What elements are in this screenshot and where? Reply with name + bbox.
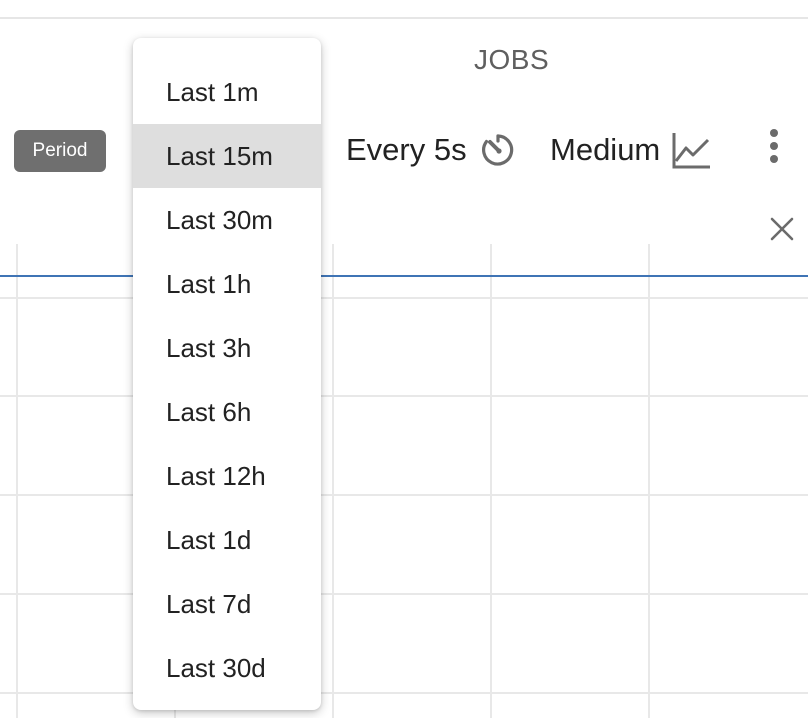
metric-label: Medium [550, 132, 661, 167]
chart-area [0, 244, 808, 718]
timer-icon [477, 129, 519, 171]
close-button[interactable] [764, 211, 800, 247]
menu-item-last-7d[interactable]: Last 7d [166, 588, 252, 619]
chart-grid [0, 244, 808, 718]
menu-item-last-1h[interactable]: Last 1h [166, 268, 252, 299]
menu-item-last-3h[interactable]: Last 3h [166, 332, 252, 363]
period-dropdown-menu: Last 1m Last 15m Last 30m Last 1h Last 3… [133, 38, 321, 710]
more-vert-icon [768, 128, 780, 164]
menu-item-last-6h[interactable]: Last 6h [166, 396, 252, 427]
more-options-button[interactable] [756, 122, 792, 170]
line-chart-icon [670, 129, 712, 171]
panel-title: JOBS [474, 44, 550, 75]
menu-item-last-30d[interactable]: Last 30d [166, 652, 266, 683]
refresh-interval-button[interactable]: Every 5s [346, 126, 519, 174]
menu-item-last-12h[interactable]: Last 12h [166, 460, 266, 491]
close-icon [769, 216, 795, 242]
top-divider [0, 17, 808, 19]
refresh-interval-label: Every 5s [346, 132, 467, 167]
menu-item-last-15m[interactable]: Last 15m [133, 124, 321, 188]
menu-item-last-1m[interactable]: Last 1m [166, 76, 259, 107]
menu-item-last-1d[interactable]: Last 1d [166, 524, 252, 555]
menu-item-last-30m[interactable]: Last 30m [166, 204, 273, 235]
metric-selector-button[interactable]: Medium [550, 126, 712, 174]
period-button[interactable]: Period [14, 130, 106, 172]
